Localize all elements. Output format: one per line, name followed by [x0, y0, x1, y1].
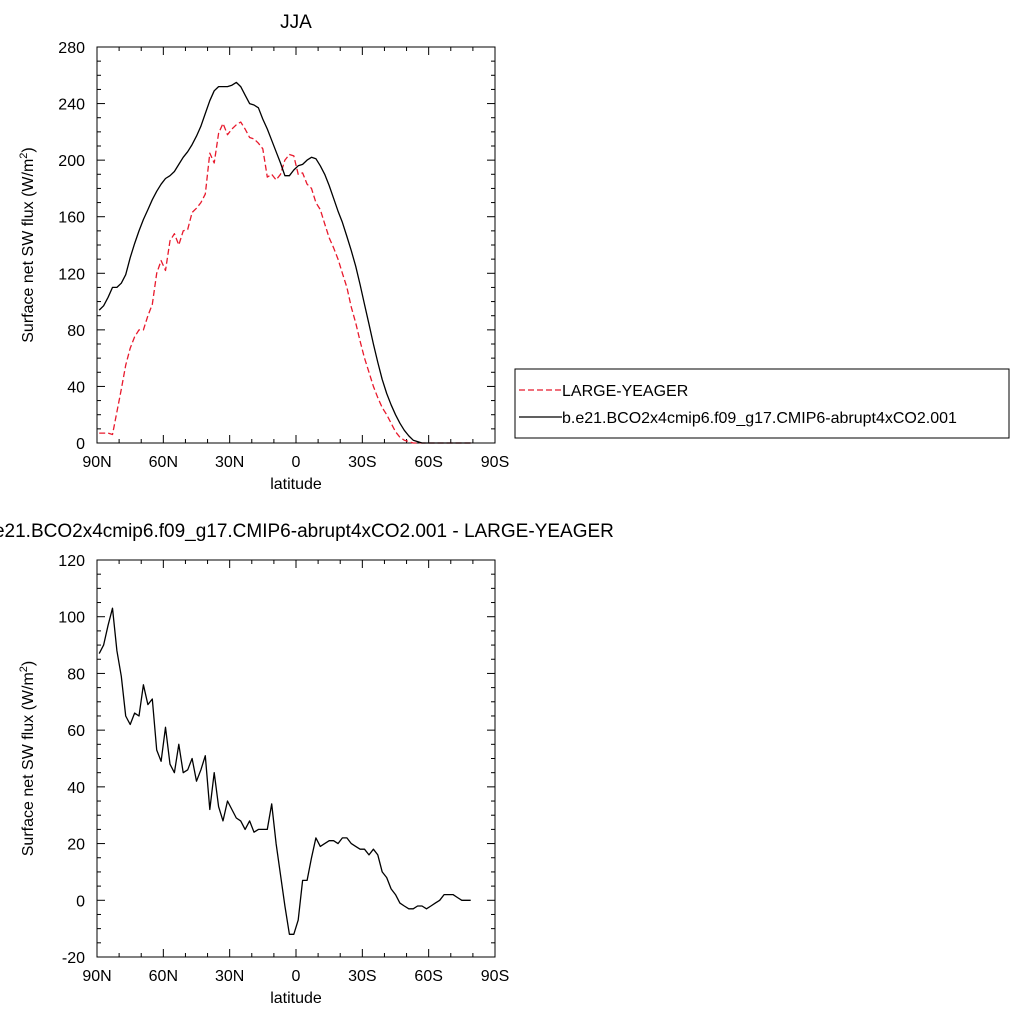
bottom-y-tick-label: -20 — [62, 950, 85, 967]
top-y-axis-label-main: Surface net SW flux (W/m — [20, 159, 37, 343]
top-y-axis-label-close: ) — [20, 147, 37, 152]
bottom-x-tick-label: 30N — [215, 968, 244, 985]
bottom-series-line-0 — [98, 607, 471, 935]
legend-box — [514, 368, 1010, 439]
bottom-y-tick-label: 0 — [76, 893, 85, 910]
top-y-axis-label-superscript: 2 — [18, 153, 30, 159]
top-series-line-0 — [99, 121, 471, 444]
bottom-x-axis-label: latitude — [270, 990, 322, 1007]
top-y-tick-label: 200 — [58, 153, 85, 170]
bottom-y-axis-label-close: ) — [20, 661, 37, 666]
top-x-tick-label: 90N — [82, 454, 111, 471]
legend-label-1: b.e21.BCO2x4cmip6.f09_g17.CMIP6-abrupt4x… — [562, 410, 957, 427]
top-x-tick-label: 30S — [348, 454, 376, 471]
top-y-tick-label: 120 — [58, 266, 85, 283]
top-x-tick-label: 30N — [215, 454, 244, 471]
top-y-tick-label: 280 — [58, 40, 85, 57]
bottom-y-tick-label: 100 — [58, 610, 85, 627]
bottom-y-axis-label-main: Surface net SW flux (W/m — [20, 672, 37, 856]
top-panel: 90N 60N 30N 0 30S 60S 90S 0 40 80 120 160 200 240 280 J… — [18, 12, 509, 493]
top-y-tick-label: 240 — [58, 97, 85, 114]
top-x-tick-label: 90S — [481, 454, 509, 471]
bottom-x-tick-label: 0 — [292, 968, 301, 985]
bottom-x-tick-label: 60N — [149, 968, 178, 985]
bottom-x-tick-label: 90S — [481, 968, 509, 985]
bottom-plot-frame — [96, 559, 496, 958]
top-chart-title: JJA — [280, 12, 312, 33]
bottom-x-tick-label: 90N — [82, 968, 111, 985]
top-x-tick-label: 60S — [414, 454, 442, 471]
bottom-y-axis-label-superscript: 2 — [18, 666, 30, 672]
top-y-tick-label: 160 — [58, 210, 85, 227]
top-y-tick-label: 0 — [76, 436, 85, 453]
top-y-tick-label: 40 — [67, 379, 85, 396]
bottom-y-tick-label: 80 — [67, 666, 85, 683]
bottom-y-tick-label: 60 — [67, 723, 85, 740]
legend-label-0: LARGE-YEAGER — [562, 383, 688, 400]
legend: LARGE-YEAGER b.e21.BCO2x4cmip6.f09_g17.CM… — [514, 368, 1010, 439]
bottom-y-axis-label: Surface net SW flux (W/m2) — [18, 661, 37, 857]
top-x-tick-label: 60N — [149, 454, 178, 471]
bottom-chart-title: b.e21.BCO2x4cmip6.f09_g17.CMIP6-abrupt4x… — [0, 521, 614, 542]
bottom-y-tick-label: 40 — [67, 780, 85, 797]
top-x-axis-label: latitude — [270, 476, 322, 493]
bottom-x-tick-label: 60S — [414, 968, 442, 985]
bottom-y-tick-label: 20 — [67, 837, 85, 854]
top-y-tick-label: 80 — [67, 323, 85, 340]
top-plot-frame — [96, 46, 496, 444]
bottom-x-tick-label: 30S — [348, 968, 376, 985]
bottom-panel: 90N 60N 30N 0 30S 60S 90S -20 0 20 40 60 80 100 120 b.e… — [0, 521, 614, 1007]
bottom-y-tick-label: 120 — [58, 553, 85, 570]
top-x-tick-label: 0 — [292, 454, 301, 471]
top-series-line-1 — [98, 81, 471, 444]
top-y-axis-label: Surface net SW flux (W/m2) — [18, 147, 37, 343]
